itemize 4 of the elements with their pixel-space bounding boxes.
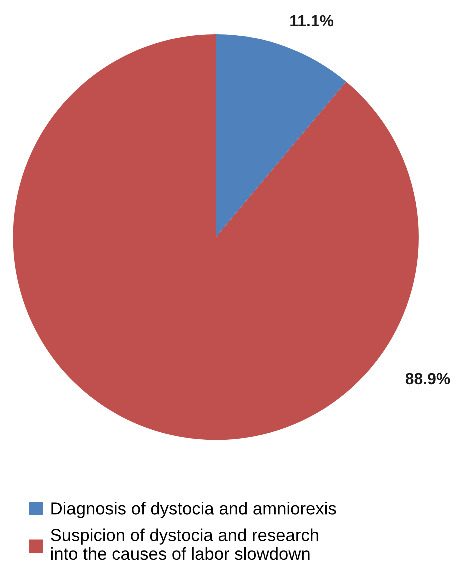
- legend-label: Diagnosis of dystocia and amniorexis: [52, 502, 336, 518]
- legend-label: Suspicion of dystocia and research into the causes of labor slowdown: [51, 528, 318, 560]
- data-label: 11.1%: [290, 15, 334, 27]
- data-label: 88.9%: [406, 373, 450, 385]
